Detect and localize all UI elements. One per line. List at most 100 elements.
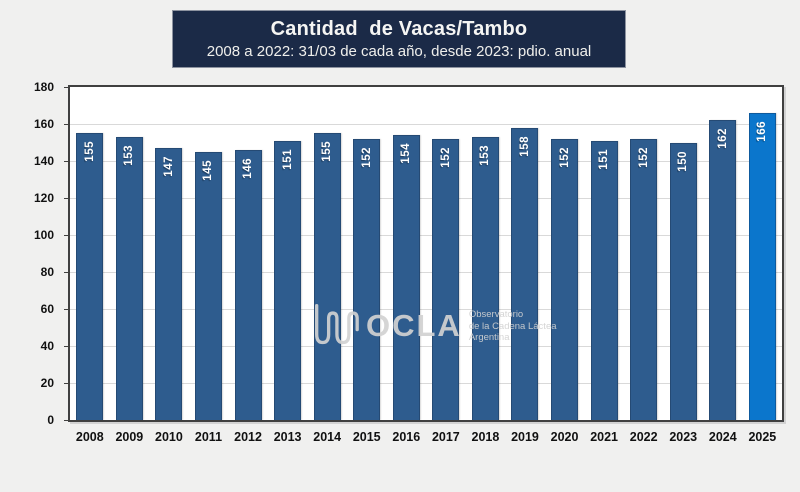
chart-title: Cantidad de Vacas/Tambo: [270, 18, 528, 40]
x-axis-label-2023: 2023: [669, 430, 698, 444]
bar-value-label: 145: [202, 159, 215, 181]
chart-subtitle: 2008 a 2022: 31/03 de cada año, desde 20…: [206, 43, 592, 60]
bar-value-label: 153: [123, 144, 136, 166]
gridline-y120: [70, 198, 782, 199]
bar-2023: 150: [669, 142, 697, 420]
x-axis-label-2015: 2015: [352, 430, 381, 444]
x-axis-label-2013: 2013: [273, 430, 302, 444]
bar-slot-2012: 146: [228, 87, 268, 420]
y-axis: 0 20 40 60 80 100 120 140 160 180: [0, 80, 69, 427]
bar-slot-2018: 153: [466, 87, 506, 420]
bar-slot-2014: 155: [307, 87, 347, 420]
bar-2012: 146: [234, 149, 262, 420]
y-axis-label: 120: [33, 191, 54, 205]
y-axis-label: 100: [33, 228, 54, 242]
y-axis-tick: [64, 235, 69, 236]
x-axis-label-2012: 2012: [234, 430, 262, 444]
y-axis-label: 140: [33, 154, 54, 168]
y-axis-tick: [64, 198, 69, 199]
x-axis-label-2019: 2019: [511, 430, 539, 444]
y-axis-tick: [64, 161, 69, 162]
bar-slot-2011: 145: [189, 87, 229, 420]
bar-2011: 145: [194, 151, 222, 420]
bar-slot-2025: 166: [743, 87, 783, 420]
bar-value-label: 146: [242, 157, 255, 179]
bar-value-label: 153: [479, 144, 492, 166]
bar-2016: 154: [392, 135, 420, 420]
bar-series: 155 153 147 145 146 151 155 152 154 152 153 158 152 1…: [70, 87, 782, 420]
bar-2009: 153: [115, 136, 143, 420]
x-axis-label-2018: 2018: [471, 430, 500, 444]
y-axis-label: 60: [40, 302, 54, 316]
gridline-y40: [70, 346, 782, 347]
y-axis-label: 0: [47, 413, 54, 427]
gridline-y20: [70, 383, 782, 384]
y-axis-tick: [64, 383, 69, 384]
gridline-y160: [70, 124, 782, 125]
y-axis-label: 20: [40, 376, 54, 390]
y-axis-label: 180: [33, 80, 54, 94]
bar-value-label: 162: [716, 128, 729, 149]
gridline-y80: [70, 272, 782, 273]
bar-slot-2015: 152: [347, 87, 387, 420]
bar-value-label: 151: [598, 148, 611, 170]
bar-slot-2009: 153: [110, 87, 150, 420]
bar-2010: 147: [155, 148, 183, 420]
y-axis-label: 40: [40, 339, 54, 353]
y-axis-tick: [64, 87, 69, 88]
bar-value-label: 152: [637, 146, 650, 168]
bar-2018: 153: [471, 136, 499, 420]
gridline-y60: [70, 309, 782, 310]
bar-2024: 162: [709, 120, 737, 420]
bar-value-label: 155: [321, 141, 334, 162]
bar-value-label: 152: [558, 146, 571, 168]
x-axis-label-2022: 2022: [629, 430, 658, 444]
x-axis-label-2011: 2011: [194, 430, 223, 444]
bar-slot-2023: 150: [663, 87, 703, 420]
y-axis-tick: [64, 124, 69, 125]
bar-slot-2016: 154: [387, 87, 427, 420]
x-axis-label-2024: 2024: [708, 430, 737, 444]
bar-value-label: 151: [281, 148, 294, 170]
bar-slot-2010: 147: [149, 87, 189, 420]
bar-slot-2024: 162: [703, 87, 743, 420]
bar-slot-2021: 151: [584, 87, 624, 420]
bar-slot-2020: 152: [545, 87, 585, 420]
bar-slot-2008: 155: [70, 87, 110, 420]
x-axis-label-2025: 2025: [748, 430, 777, 444]
bar-value-label: 147: [162, 156, 175, 177]
x-axis: 2008 2009 2010 2011 2012 2013 2014 2015 2016 2017…: [70, 430, 782, 444]
bar-2022: 152: [630, 138, 658, 420]
bar-2014: 155: [313, 133, 341, 420]
x-axis-label-2021: 2021: [590, 430, 618, 444]
bar-value-label: 158: [518, 135, 531, 157]
bar-2025: 166: [748, 112, 776, 420]
y-axis-label: 80: [40, 265, 54, 279]
bar-value-label: 150: [677, 150, 690, 172]
bar-value-label: 166: [756, 120, 769, 142]
gridline-y140: [70, 161, 782, 162]
bar-value-label: 152: [439, 146, 452, 168]
bar-2021: 151: [590, 140, 618, 420]
bar-value-label: 154: [400, 143, 413, 164]
y-axis-label: 160: [33, 117, 54, 131]
bar-2020: 152: [551, 138, 579, 420]
bar-value-label: 152: [360, 146, 373, 168]
x-axis-label-2010: 2010: [155, 430, 183, 444]
plot-area: 155 153 147 145 146 151 155 152 154 152 153 158 152 1…: [68, 85, 784, 422]
y-axis-tick: [64, 272, 69, 273]
x-axis-label-2017: 2017: [431, 430, 460, 444]
x-axis-label-2009: 2009: [115, 430, 144, 444]
bar-slot-2013: 151: [268, 87, 308, 420]
y-axis-tick: [64, 309, 69, 310]
x-axis-label-2008: 2008: [75, 430, 104, 444]
bar-2017: 152: [432, 138, 460, 420]
bar-slot-2019: 158: [505, 87, 545, 420]
bar-2015: 152: [353, 138, 381, 420]
y-axis-tick: [64, 346, 69, 347]
x-axis-label-2014: 2014: [313, 430, 342, 444]
bar-2008: 155: [76, 133, 104, 420]
bar-2019: 158: [511, 127, 539, 420]
gridline-y100: [70, 235, 782, 236]
